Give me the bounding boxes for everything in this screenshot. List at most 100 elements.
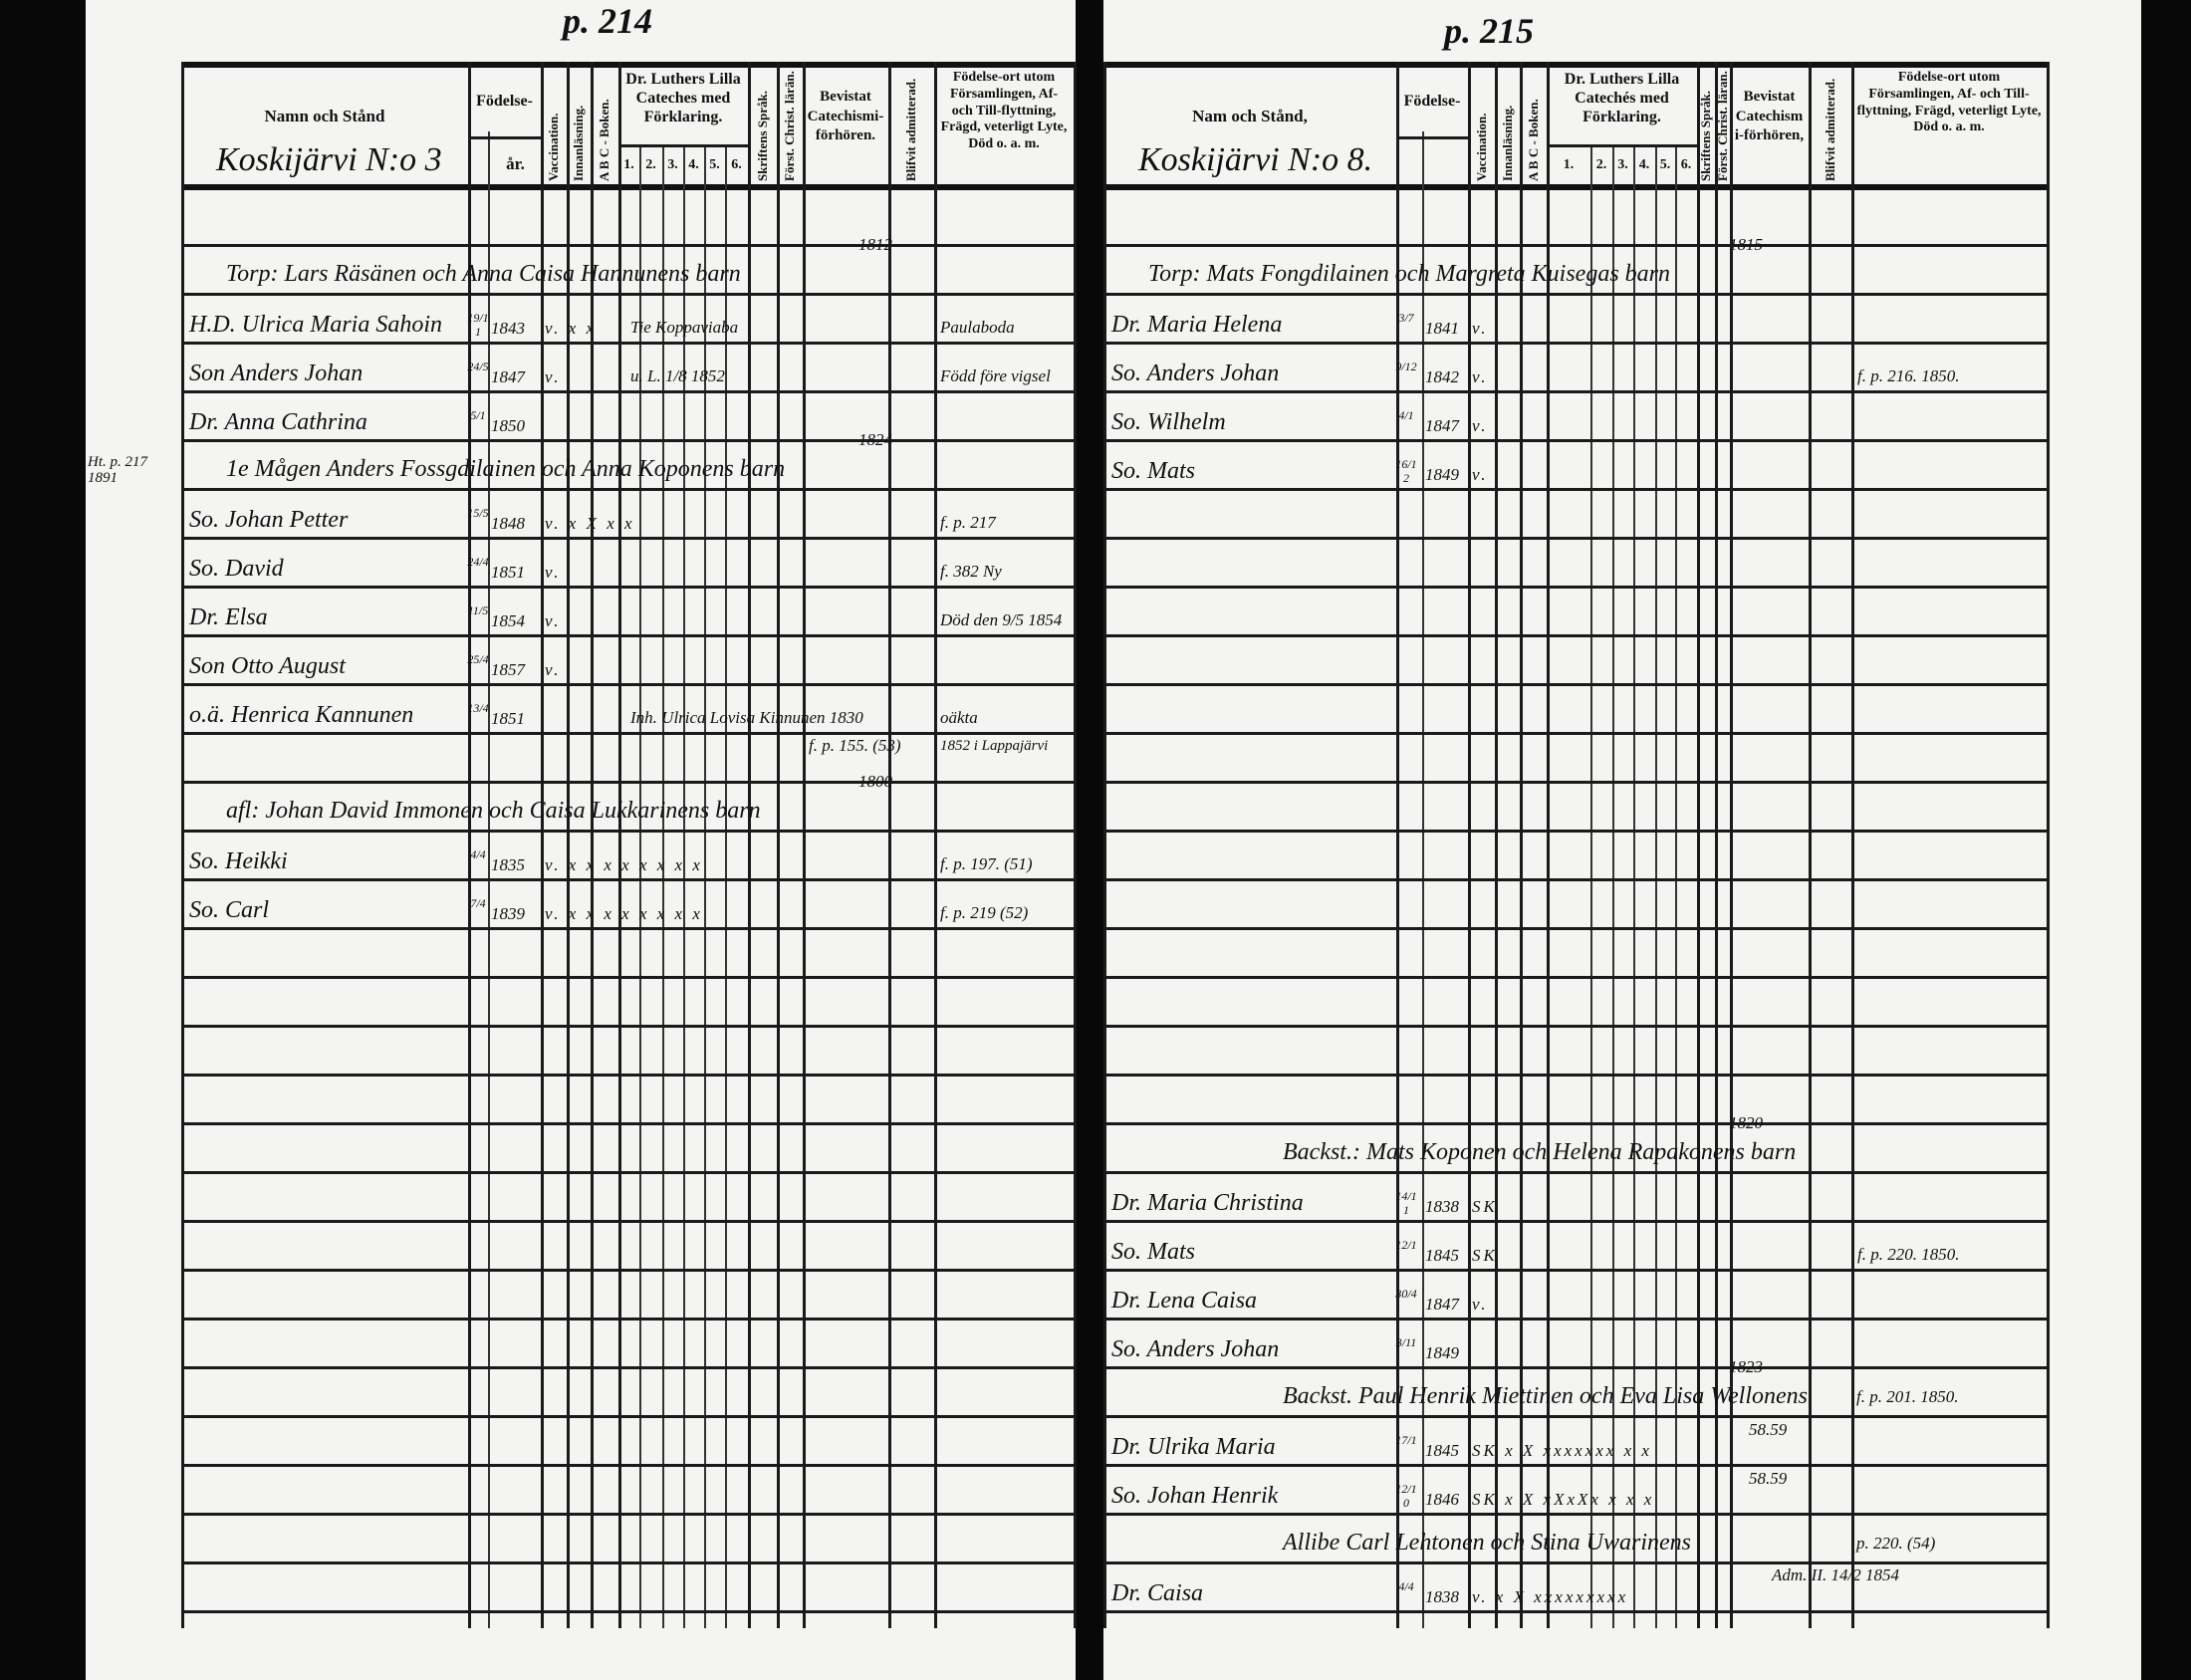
column-divider <box>541 62 544 1628</box>
birth-day-month: 7/4 <box>470 896 486 910</box>
row-line <box>181 1122 1074 1125</box>
examination-note: Tie Koppaviaba <box>630 318 739 337</box>
column-divider <box>1396 62 1399 1628</box>
household-heading: Torp: Mats Fongdilainen och Margreta Kui… <box>1148 261 1671 287</box>
household-year-note: 1815 <box>1729 235 1763 254</box>
birth-year: 1845 <box>1425 1246 1459 1265</box>
remark-note: f. 382 Ny <box>940 562 1002 581</box>
reading-marks: SK <box>1472 1197 1498 1216</box>
catechism-part-4: 4. <box>1638 157 1650 172</box>
birth-year: 1857 <box>491 660 525 679</box>
birth-year: 1842 <box>1425 367 1459 386</box>
column-header-innanlasning: Innanläsning. <box>1499 105 1515 181</box>
row-line <box>1103 683 2047 686</box>
reading-marks: v. x x x x x x x x <box>545 904 703 923</box>
row-line <box>181 878 1074 881</box>
row-line <box>1103 634 2047 637</box>
remark-note: p. 220. (54) <box>1856 1534 1936 1553</box>
row-line <box>181 1025 1074 1028</box>
row-line <box>181 634 1074 637</box>
reading-marks: v. x x <box>545 319 598 338</box>
row-line <box>1103 1415 2047 1418</box>
catechism-part-2: 2. <box>645 157 656 172</box>
person-name: So. Johan Petter <box>189 507 349 533</box>
birth-year: 1851 <box>491 709 525 728</box>
row-line <box>1103 1561 2047 1564</box>
birth-day-month: 3/7 <box>1398 311 1414 325</box>
catechism-part-divider <box>1590 146 1592 1628</box>
person-name: Dr. Caisa <box>1111 1580 1204 1606</box>
row-line <box>1103 1025 2047 1028</box>
reading-marks: v. <box>545 367 562 386</box>
row-line <box>181 342 1074 345</box>
row-line <box>181 1074 1074 1077</box>
reading-marks: v. x X xxxxxxxxx <box>1472 1587 1629 1606</box>
examination-note: u. L. 1/8 1852 <box>630 366 725 385</box>
remark-note: f. p. 219 (52) <box>940 903 1029 922</box>
person-name: So. Mats <box>1111 458 1195 484</box>
birth-day-month: 25/4 <box>467 652 489 666</box>
column-header-forst_christ: Först. Christ. läran. <box>1714 71 1730 181</box>
birth-day-month: 24/4 <box>467 555 489 569</box>
reading-marks: SK x X xXxXx x x x <box>1472 1490 1655 1509</box>
header-bottom-border <box>181 184 1074 190</box>
household-year-note: 1800 <box>858 772 892 791</box>
column-header-abc: A B C - Boken. <box>597 99 611 181</box>
birth-day-month: 5/1 <box>470 408 486 422</box>
row-line <box>1103 878 2047 881</box>
catechism-part-4: 4. <box>688 157 699 172</box>
table-left-border <box>1103 62 1106 1628</box>
birth-subheader-line <box>468 136 541 139</box>
row-line <box>1103 293 2047 296</box>
row-line <box>1103 488 2047 491</box>
column-header-catechism-hearings: Bevistat Catechismi-förhören, <box>1734 89 1805 143</box>
remark-note: f. p. 216. 1850. <box>1857 366 1960 385</box>
column-header-name: Nam och Stånd, <box>1192 107 1308 125</box>
birth-year: 1847 <box>1425 416 1459 435</box>
column-divider <box>888 62 891 1628</box>
column-header-birth: Födelse- <box>1403 93 1461 110</box>
village-title: Koskijärvi N:o 8. <box>1138 141 1373 178</box>
person-name: So. Wilhelm <box>1111 409 1226 435</box>
row-line <box>181 1513 1074 1516</box>
birth-year: 1846 <box>1425 1490 1459 1509</box>
catechism-part-divider <box>1612 146 1614 1628</box>
catechism-part-1: 1. <box>1563 157 1575 172</box>
row-line <box>1103 1074 2047 1077</box>
row-line <box>1103 244 2047 247</box>
catechism-part-divider <box>662 146 664 1628</box>
remark-note: f. p. 201. 1850. <box>1856 1387 1959 1406</box>
household-year-note: 1823 <box>1729 1357 1763 1376</box>
person-name: Dr. Maria Helena <box>1111 312 1283 338</box>
birth-day-month: 17/1 <box>1395 1433 1417 1447</box>
column-divider <box>1715 62 1718 1628</box>
row-line <box>1103 830 2047 833</box>
column-divider <box>1809 62 1812 1628</box>
column-divider <box>1495 62 1498 1628</box>
remark-note: Adm. II. 14/2 1854 <box>1772 1565 1899 1584</box>
catechism-part-1: 1. <box>623 157 634 172</box>
examination-note: f. p. 155. (53) <box>809 736 901 755</box>
person-name: Dr. Anna Cathrina <box>189 409 367 435</box>
row-line <box>181 1220 1074 1223</box>
household-heading: Torp: Lars Räsänen och Anna Caisa Hannun… <box>226 261 741 287</box>
row-line <box>181 1366 1074 1369</box>
birth-year: 1849 <box>1425 465 1459 484</box>
person-name: Dr. Elsa <box>189 604 268 630</box>
reading-marks: v. x X x x <box>545 514 635 533</box>
remark-note: 1852 i Lappajärvi <box>940 738 1049 754</box>
birth-day-month: 11/5 <box>467 603 489 617</box>
column-header-remarks: Födelse-ort utom Församlingen, Af- och T… <box>1856 70 2042 135</box>
row-line <box>181 244 1074 247</box>
column-header-name: Namn och Stånd <box>264 107 385 125</box>
examination-note: 58.59 <box>1749 1469 1788 1488</box>
row-line <box>181 537 1074 540</box>
reading-marks: v. <box>1472 319 1489 338</box>
birth-day-month: 30/4 <box>1395 1287 1417 1301</box>
birth-year: 1847 <box>1425 1295 1459 1314</box>
row-line <box>1103 342 2047 345</box>
birth-year: 1838 <box>1425 1197 1459 1216</box>
column-divider <box>748 62 751 1628</box>
row-line <box>1103 537 2047 540</box>
